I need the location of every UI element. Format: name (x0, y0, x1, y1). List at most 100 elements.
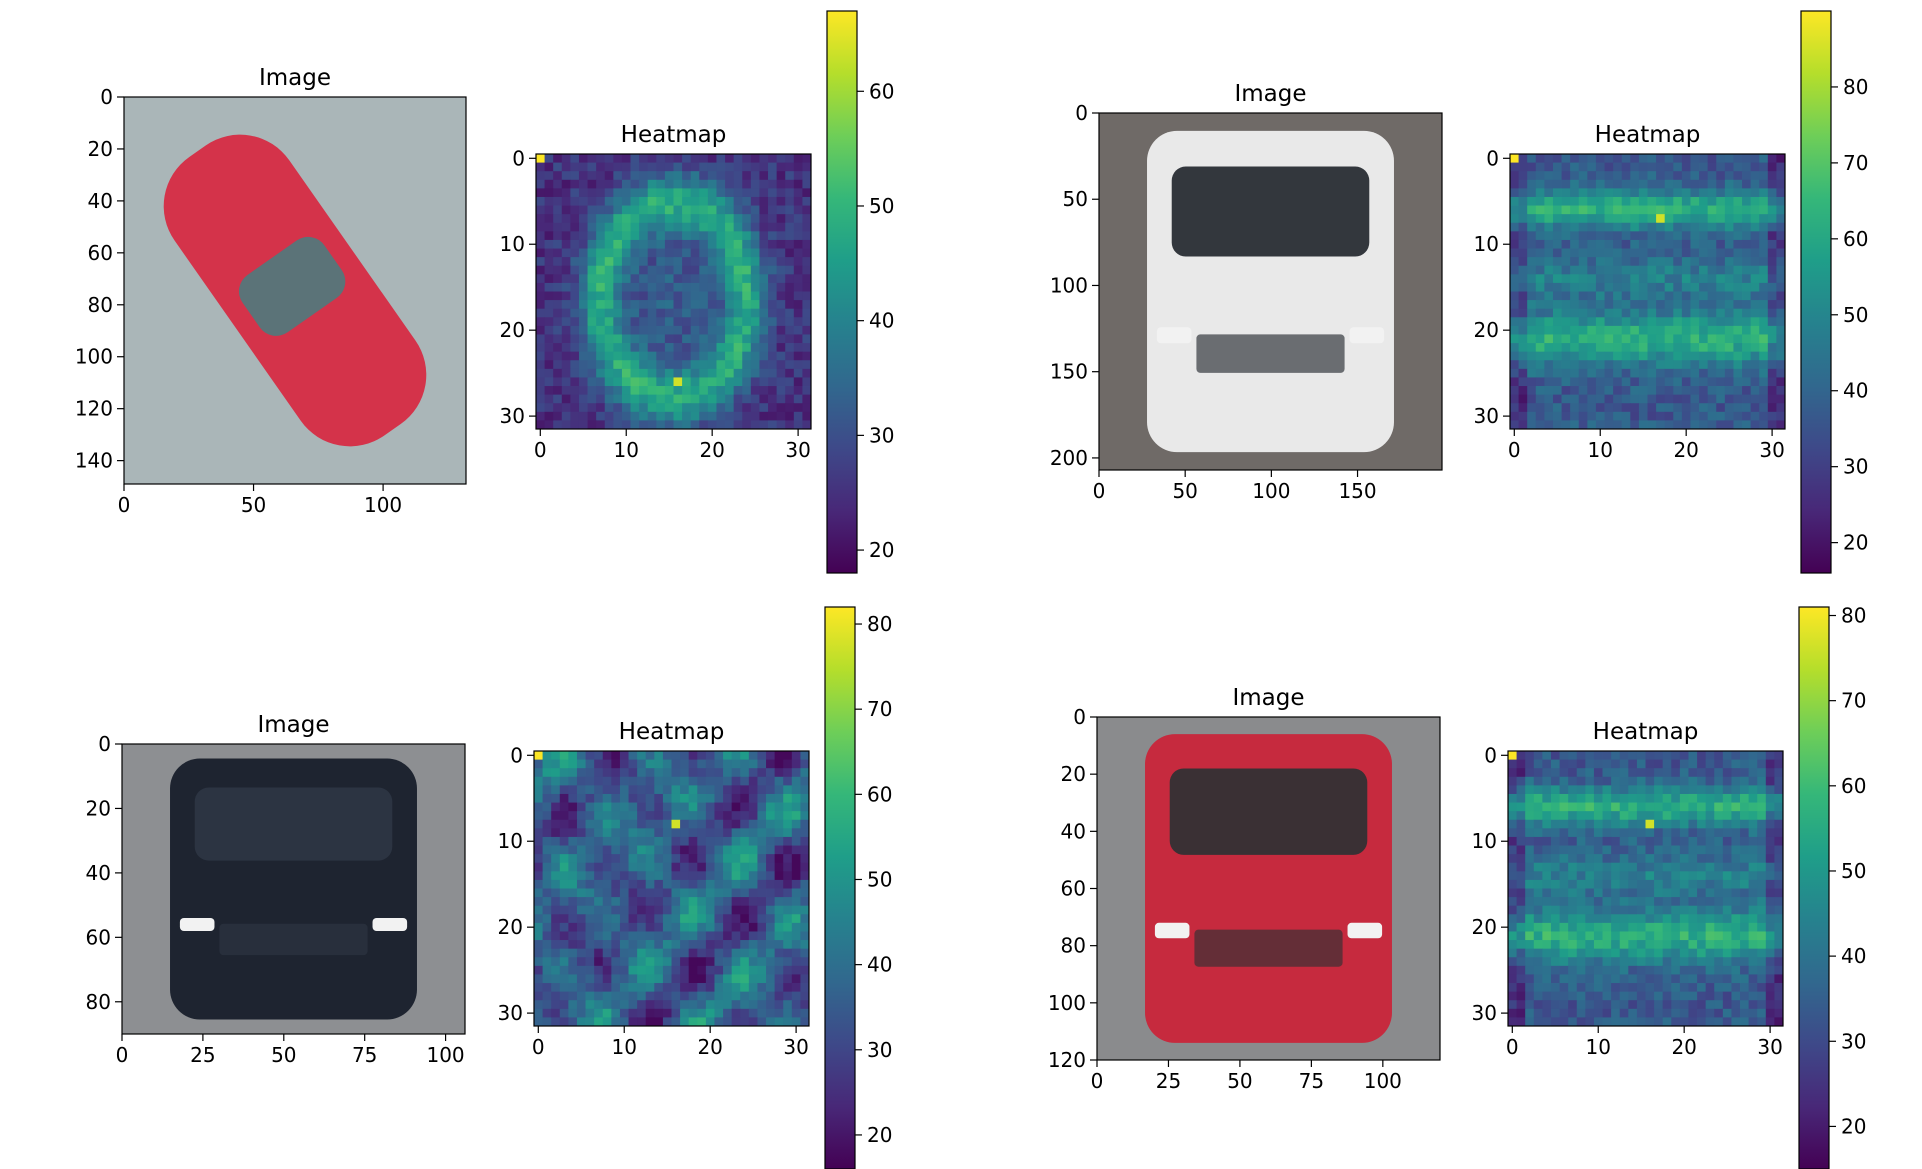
heatmap-cell (1508, 1008, 1517, 1018)
heatmap-cell (1552, 282, 1562, 292)
heatmap-cell (671, 862, 681, 872)
heatmap-cell (1705, 768, 1715, 778)
heatmap-cell (783, 751, 793, 760)
heatmap-cell (1628, 854, 1638, 864)
heatmap-cell (1742, 291, 1752, 301)
heatmap-cell (1707, 171, 1717, 181)
heatmap-cell (802, 205, 812, 215)
heatmap-cell (1630, 265, 1640, 275)
heatmap-cell (587, 411, 597, 421)
heatmap-cell (1636, 854, 1646, 864)
heatmap-cell (791, 751, 801, 760)
heatmap-cell (793, 274, 803, 284)
heatmap-cell (1671, 914, 1681, 924)
heatmap-cell (1647, 171, 1657, 181)
heatmap-cell (1604, 377, 1614, 387)
heatmap-cell (673, 265, 683, 275)
heatmap-cell (750, 317, 760, 327)
heatmap-cell (1673, 411, 1683, 421)
heatmap-cell (568, 905, 578, 915)
heatmap-cell (662, 768, 672, 778)
heatmap-cell (750, 222, 760, 232)
heatmap-cell (1510, 386, 1519, 396)
heatmap-cell (1654, 922, 1664, 932)
heatmap-cell (1585, 948, 1595, 958)
heatmap-cell (1750, 282, 1760, 292)
heatmap-cell (1561, 351, 1571, 361)
heatmap-cell (645, 819, 655, 829)
heatmap-cell (1759, 343, 1769, 353)
heatmap-cell (714, 1017, 724, 1027)
heatmap-cell (1613, 274, 1623, 284)
heatmap-cell (714, 965, 724, 975)
heatmap-cell (1611, 940, 1621, 950)
heatmap-cell (1628, 785, 1638, 795)
heatmap-cell (1602, 922, 1612, 932)
heatmap-cell (1568, 768, 1578, 778)
heatmap-cell (699, 325, 709, 335)
heatmap-cell (1671, 931, 1681, 941)
heatmap-cell (1570, 377, 1580, 387)
heatmap-cell (1647, 420, 1657, 430)
heatmap-cell (682, 171, 692, 181)
heatmap-cell (733, 300, 743, 310)
heatmap-cell (630, 300, 640, 310)
heatmap-cell (602, 957, 612, 967)
colorbar-tick-label: 70 (1841, 689, 1866, 713)
heatmap-cell (759, 179, 769, 189)
heatmap-title: Heatmap (621, 122, 727, 148)
heatmap-cell (1656, 179, 1666, 189)
heatmap-cell (1765, 802, 1775, 812)
heatmap-cell (1688, 983, 1698, 993)
heatmap-cell (1508, 940, 1517, 950)
heatmap-cell (664, 394, 674, 404)
heatmap-cell (568, 879, 578, 889)
heatmap-cell (1518, 368, 1528, 378)
heatmap-cell (1585, 793, 1595, 803)
heatmap-cell (1774, 836, 1784, 846)
heatmap-cell (1604, 403, 1614, 413)
heatmap-cell (559, 793, 569, 803)
heatmap-cell (585, 965, 595, 975)
heatmap-cell (1587, 360, 1597, 370)
heatmap-cell (768, 222, 778, 232)
heatmap-cell (757, 931, 767, 941)
heatmap-cell (1508, 897, 1517, 907)
heatmap-cell (690, 308, 700, 318)
heatmap-cell (680, 768, 690, 778)
heatmap-cell (1568, 914, 1578, 924)
heatmap-cell (594, 836, 604, 846)
heatmap-cell (1697, 759, 1707, 769)
image-x-tick-label: 0 (1091, 1069, 1104, 1093)
heatmap-cell (1552, 334, 1562, 344)
heatmap-cell (570, 265, 580, 275)
heatmap-cell (783, 862, 793, 872)
heatmap-cell (740, 802, 750, 812)
heatmap-cell (714, 1008, 724, 1018)
heatmap-cell (785, 214, 795, 224)
heatmap-cell (536, 403, 545, 413)
heatmap-cell (604, 343, 614, 353)
heatmap-cell (750, 411, 760, 421)
heatmap-cell (783, 1000, 793, 1010)
heatmap-cell (664, 343, 674, 353)
heatmap-cell (1724, 386, 1734, 396)
heatmap-cell (690, 257, 700, 267)
heatmap-cell (619, 1008, 629, 1018)
heatmap-cell (645, 948, 655, 958)
heatmap-cell (585, 759, 595, 769)
heatmap-cell (568, 965, 578, 975)
heatmap-cell (542, 974, 552, 984)
heatmap-cell (587, 282, 597, 292)
heatmap-cell (774, 811, 784, 821)
colorbar-tick-label: 60 (1843, 227, 1868, 251)
heatmap-cell (688, 785, 698, 795)
heatmap-cell (723, 759, 733, 769)
heatmap-cell (725, 343, 735, 353)
heatmap-cell (1679, 871, 1689, 881)
heatmap-cell (596, 420, 606, 430)
heatmap-cell (759, 196, 769, 206)
heatmap-cell (1611, 793, 1621, 803)
heatmap-cell (768, 386, 778, 396)
heatmap-cell (1516, 836, 1526, 846)
